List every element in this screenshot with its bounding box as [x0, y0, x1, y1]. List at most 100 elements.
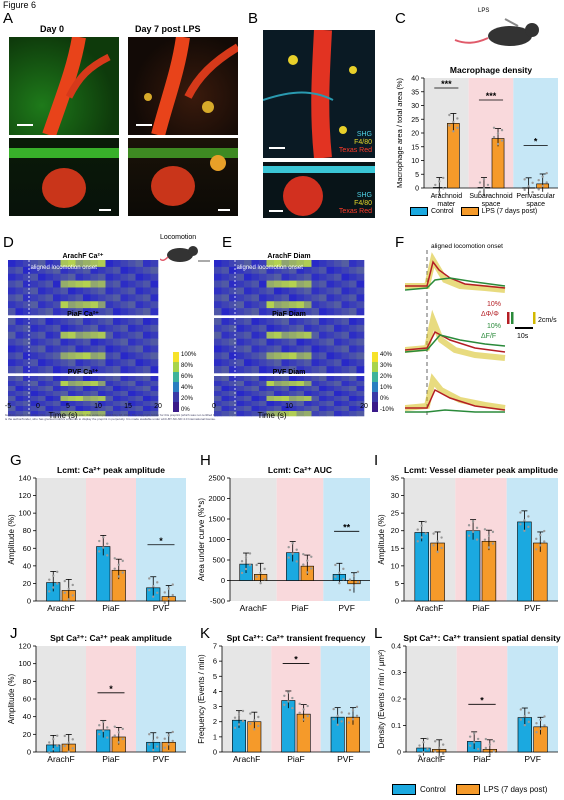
group-bg-2 [136, 646, 186, 752]
data-point [475, 538, 479, 541]
heatmap-cell [334, 359, 342, 367]
category-label: ArachF [47, 603, 74, 613]
data-point [441, 752, 445, 755]
heatmap-cell [229, 396, 237, 402]
heatmap-cell [105, 406, 114, 412]
y-tick-label: 35 [391, 474, 399, 483]
heatmap-cell [135, 318, 144, 326]
heatmap-cell [214, 345, 222, 353]
heatmap-cell [311, 345, 320, 353]
heatmap-cell [214, 381, 222, 387]
heatmap-cell [296, 294, 305, 302]
heatmap-cell [60, 352, 69, 360]
heatmap-cell [274, 391, 282, 397]
data-point [437, 755, 441, 759]
data-point [434, 194, 437, 197]
group-bg-0 [406, 646, 457, 752]
data-point [98, 724, 101, 727]
heatmap-cell [214, 318, 222, 326]
heatmap-cell [135, 273, 144, 281]
data-point [487, 534, 491, 537]
heatmap-cell [296, 391, 305, 397]
heatmap-cell [214, 411, 222, 417]
heatmap-cell [289, 386, 297, 392]
heatmap-cell [113, 294, 121, 302]
heatmap-cell [349, 345, 357, 353]
heatmap-cell [214, 308, 222, 316]
heatmap-cell [304, 366, 312, 374]
heatmap-cell [296, 345, 305, 353]
heatmap-cell [90, 376, 99, 382]
data-point [527, 515, 530, 518]
heatmap-cell [60, 359, 69, 367]
data-point [491, 530, 495, 534]
heatmap-cell [150, 294, 159, 302]
heatmap-cell [229, 266, 237, 275]
heatmap-cell [60, 266, 69, 275]
heatmap-cell [128, 294, 136, 302]
heatmap-cell [45, 280, 54, 288]
heatmap-cell [229, 345, 237, 353]
colorbar-label: 0% [181, 407, 190, 413]
data-point [523, 188, 526, 192]
heatmap-cell [281, 318, 290, 326]
data-point [442, 187, 445, 190]
y-tick-label: 5 [415, 172, 419, 179]
heatmap-cell [229, 294, 237, 302]
heatmap-cell [274, 331, 282, 339]
heatmap-cell [98, 308, 106, 316]
panel-letter-f: F [395, 234, 405, 251]
data-point [539, 718, 542, 722]
heatmap-cell [75, 359, 84, 367]
y-tick-label: 5 [395, 579, 399, 588]
heatmap-cell [30, 266, 39, 275]
heatmap-cell [281, 381, 290, 387]
heatmap-cell [150, 266, 159, 275]
data-point [348, 588, 352, 592]
data-point [113, 734, 116, 737]
chart-l: Spt Ca²⁺: Ca²⁺ transient spatial density… [377, 633, 561, 764]
heatmap-cell [296, 331, 305, 339]
data-point [233, 726, 237, 730]
heatmap-cell [311, 273, 320, 281]
heatmap-cell [68, 338, 76, 346]
data-point [488, 743, 492, 746]
heatmap-cell [236, 301, 245, 309]
heatmap-cell [349, 411, 357, 417]
heatmap-cell [356, 366, 365, 374]
heatmap-cell [8, 287, 16, 295]
heatmap-cell [236, 411, 245, 417]
data-point [306, 571, 309, 574]
y-tick-label: 1500 [208, 515, 225, 524]
heatmap-cell [23, 260, 31, 268]
heatmap-cell [319, 366, 327, 374]
heatmap-cell [221, 301, 230, 309]
panel-letter-i: I [374, 452, 379, 469]
heatmap-cell [98, 324, 106, 333]
heatmap-cell [45, 318, 54, 326]
data-point [253, 728, 256, 731]
heatmap-cell [30, 318, 39, 326]
heatmap-cell [38, 280, 46, 288]
heatmap-cell [8, 366, 16, 374]
heatmap-cell [319, 318, 327, 326]
heatmap-cell [334, 345, 342, 353]
heatmap-cell [266, 308, 275, 316]
heatmap-cell [128, 287, 136, 295]
heatmap-cell [289, 331, 297, 339]
heatmap-cell [105, 401, 114, 407]
heatmap-cell [15, 396, 24, 402]
heatmap-cell [90, 359, 99, 367]
chart-title: Lcmt: Ca²⁺ AUC [268, 465, 332, 475]
heatmap-cell [244, 411, 252, 417]
group-bg-1 [468, 78, 514, 188]
data-point [106, 726, 109, 729]
data-point [491, 542, 495, 545]
heatmap-cell [23, 345, 31, 353]
heatmap-cell [128, 352, 136, 360]
data-point [106, 554, 109, 557]
colorbar-segment [372, 392, 378, 402]
heatmap-cell [105, 338, 114, 346]
data-point [356, 581, 360, 584]
heatmap-cell [113, 260, 121, 268]
